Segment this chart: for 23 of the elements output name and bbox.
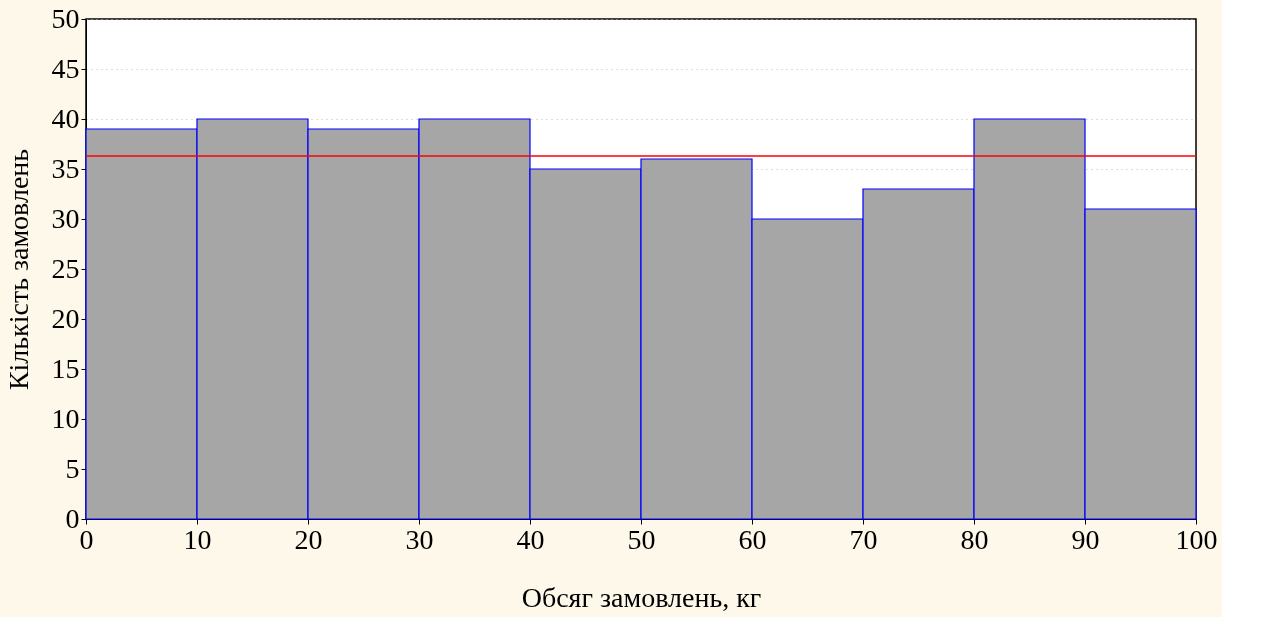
y-tick-label: 15 [51, 352, 80, 384]
x-tick-label: 20 [294, 523, 323, 555]
x-tick-label: 30 [405, 523, 434, 555]
y-tick-label: 10 [51, 402, 80, 434]
x-tick-label: 10 [183, 523, 212, 555]
y-tick-label: 45 [51, 52, 80, 84]
y-tick-label: 0 [65, 502, 80, 534]
x-tick-label: 50 [627, 523, 656, 555]
x-tick-label: 80 [960, 523, 989, 555]
x-tick-label: 100 [1175, 523, 1218, 555]
y-tick-label: 25 [51, 252, 80, 284]
y-tick-label: 5 [65, 452, 80, 484]
y-tick-label: 30 [51, 202, 80, 234]
x-axis-title: Обсяг замовлень, кг [521, 581, 762, 613]
y-axis-title: Кількість замовлень [2, 148, 34, 391]
x-tick-label: 90 [1071, 523, 1100, 555]
y-tick-label: 20 [51, 302, 80, 334]
y-tick-label: 50 [51, 2, 80, 34]
x-tick-label: 70 [849, 523, 878, 555]
x-tick-label: 40 [516, 523, 545, 555]
x-tick-label: 60 [738, 523, 767, 555]
y-tick-label: 40 [51, 102, 80, 134]
y-tick-label: 35 [51, 152, 80, 184]
